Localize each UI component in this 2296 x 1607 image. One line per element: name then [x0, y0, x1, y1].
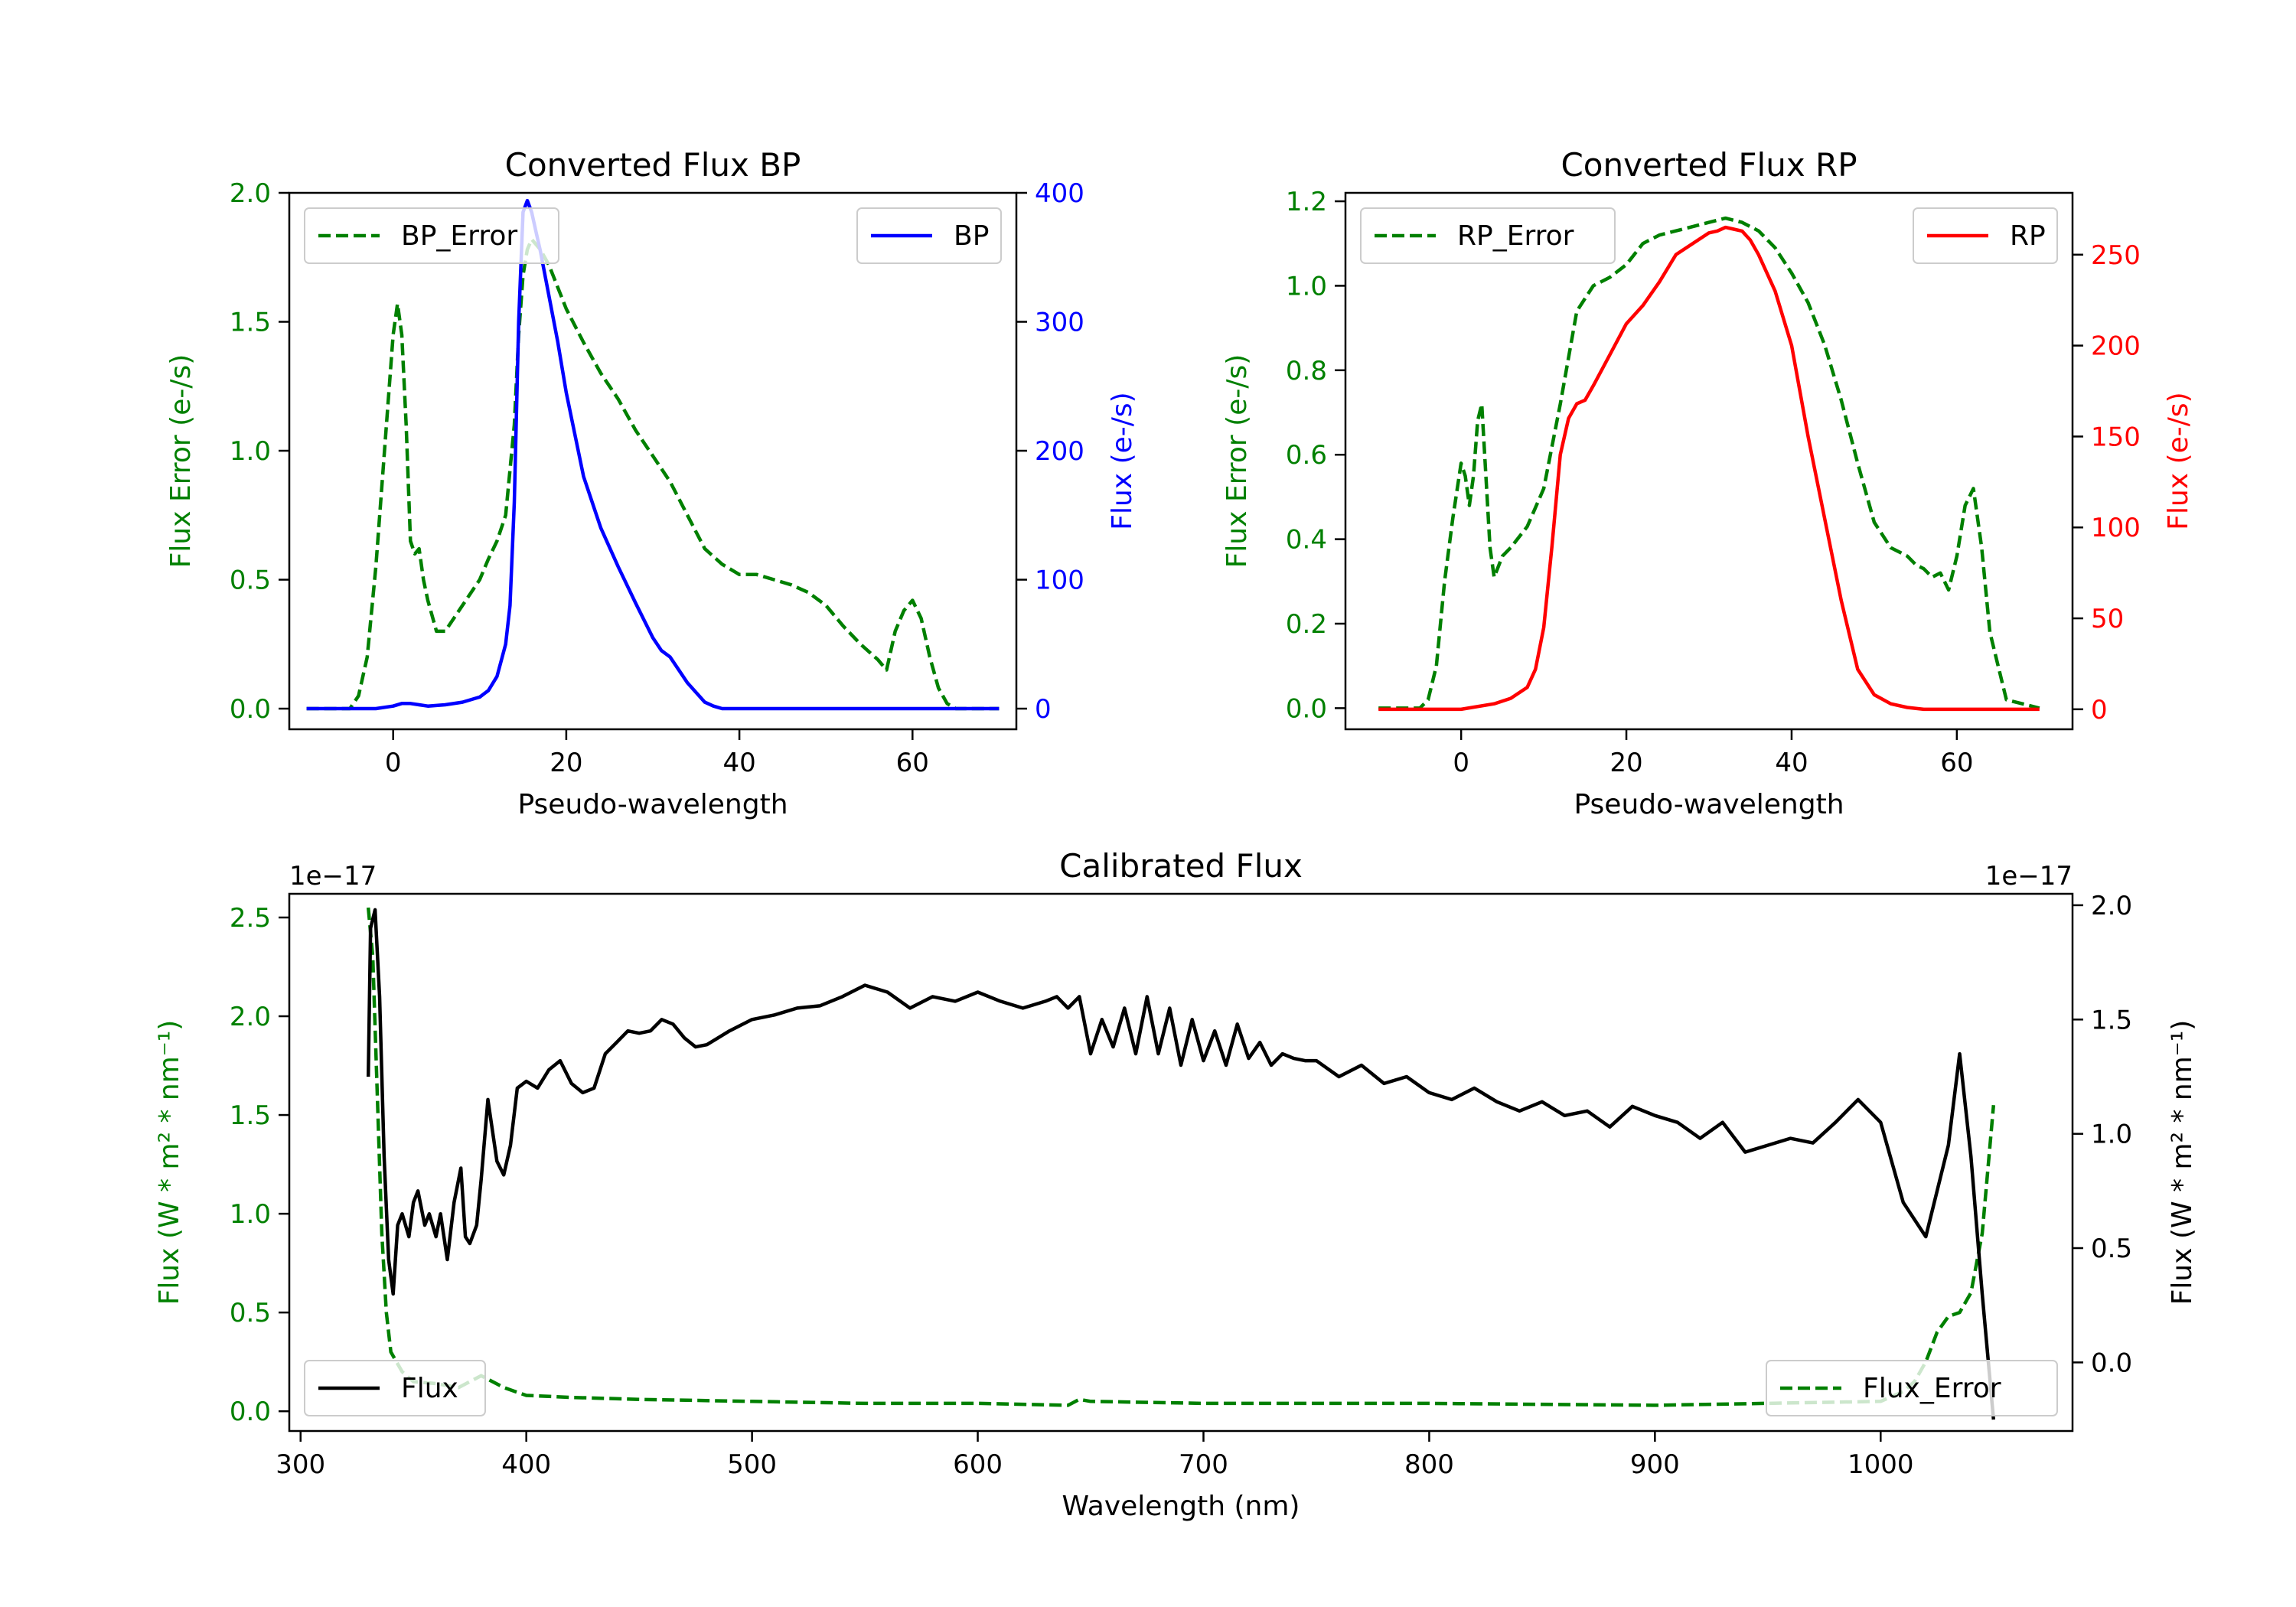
y-left-axis-label: Flux (W * m² * nm⁻¹) — [154, 1020, 185, 1305]
y-left-tick-label: 2.0 — [230, 1002, 271, 1032]
y-right-tick-label: 1.0 — [2091, 1120, 2132, 1150]
y-right-axis-label: Flux (W * m² * nm⁻¹) — [2167, 1020, 2198, 1305]
x-tick-label: 800 — [1404, 1449, 1454, 1480]
y-right-tick-label: 200 — [1035, 436, 1084, 467]
y-left-tick-label: 0.4 — [1286, 525, 1327, 556]
legend-right: BP — [856, 207, 1002, 264]
y-left-offset-label: 1e−17 — [289, 861, 377, 892]
y-right-tick-label: 0 — [1035, 694, 1052, 725]
panel-cal: 300 400 500 600 700 800 900 1000 0.0 0.5 1.0 1.5 2.0… — [154, 847, 2198, 1522]
y-right-tick-label: 300 — [1035, 308, 1084, 338]
series-bp-error-line — [306, 237, 1000, 711]
x-axis-label: Pseudo-wavelength — [517, 789, 788, 820]
y-left-axis-label: Flux Error (e-/s) — [1221, 354, 1253, 569]
y-right-tick-label: 100 — [2091, 513, 2141, 543]
y-right-tick-label: 150 — [2091, 422, 2141, 452]
y-right-tick-label: 2.0 — [2091, 891, 2132, 921]
y-right-tick-label: 1.5 — [2091, 1005, 2132, 1035]
legend-left: BP_Error — [304, 207, 559, 264]
x-tick-label: 20 — [550, 748, 582, 778]
x-tick-label: 20 — [1609, 748, 1642, 778]
y-left-tick-label: 1.5 — [230, 1100, 271, 1131]
series-rp-line — [1378, 225, 2040, 712]
axes-frame — [288, 191, 1018, 731]
y-left-tick-label: 0.5 — [230, 566, 271, 596]
legend-label: Flux — [401, 1373, 458, 1404]
y-left-tick-label: 0.5 — [230, 1298, 271, 1328]
series-flux-line — [366, 908, 1996, 1420]
x-axis-label: Pseudo-wavelength — [1574, 789, 1844, 820]
y-right-offset-label: 1e−17 — [1985, 861, 2073, 892]
y-right-tick-label: 250 — [2091, 240, 2141, 271]
legend-label: BP_Error — [401, 220, 517, 252]
y-left-tick-label: 2.5 — [230, 903, 271, 934]
y-right-tick-label: 0.0 — [2091, 1348, 2132, 1378]
chart-title: Converted Flux RP — [1561, 146, 1857, 184]
legend-label: Flux_Error — [1863, 1373, 2001, 1404]
y-left-tick-label: 1.0 — [230, 436, 271, 467]
x-tick-label: 500 — [727, 1449, 777, 1480]
y-left-axis-label: Flux Error (e-/s) — [165, 354, 197, 569]
y-left-tick-label: 0.0 — [230, 1397, 271, 1427]
x-tick-label: 900 — [1630, 1449, 1680, 1480]
chart-title: Calibrated Flux — [1059, 847, 1303, 885]
series-bp-line — [306, 198, 1000, 711]
y-left-tick-label: 0.0 — [1286, 693, 1327, 724]
y-right-tick-label: 200 — [2091, 331, 2141, 362]
x-tick-label: 400 — [501, 1449, 551, 1480]
legend-label: RP — [2010, 220, 2046, 252]
x-tick-label: 0 — [1453, 748, 1469, 778]
y-left-tick-label: 1.2 — [1286, 187, 1327, 217]
axes-frame — [1344, 191, 2074, 731]
x-tick-label: 40 — [722, 748, 755, 778]
y-left-tick-label: 0.6 — [1286, 440, 1327, 471]
y-right-axis-label: Flux (e-/s) — [2163, 392, 2194, 530]
y-right-tick-label: 0.5 — [2091, 1234, 2132, 1264]
x-tick-label: 1000 — [1848, 1449, 1914, 1480]
x-tick-label: 700 — [1179, 1449, 1228, 1480]
y-left-tick-label: 1.5 — [230, 308, 271, 338]
y-left-tick-label: 1.0 — [1286, 271, 1327, 302]
legend-right: Flux_Error — [1766, 1360, 2058, 1416]
axes-frame — [288, 892, 2074, 1433]
x-axis-label: Wavelength (nm) — [1062, 1491, 1300, 1522]
y-left-tick-label: 2.0 — [230, 178, 271, 209]
legend-label: RP_Error — [1457, 220, 1574, 252]
x-tick-label: 300 — [276, 1449, 325, 1480]
x-tick-label: 0 — [385, 748, 402, 778]
legend-box — [1766, 1360, 2058, 1416]
y-right-tick-label: 400 — [1035, 178, 1084, 209]
y-right-tick-label: 0 — [2091, 695, 2108, 725]
panel-bp: 0 20 40 60 0.0 0.5 1.0 1.5 2.0 0 100 200 300 400 Conve… — [165, 146, 1138, 820]
legend-box — [304, 207, 559, 264]
legend-right: RP — [1913, 207, 2058, 264]
panel-rp: 0 20 40 60 0.0 0.2 0.4 0.6 0.8 1.0 1.2 0 50 100 150 200… — [1221, 146, 2194, 820]
y-right-tick-label: 100 — [1035, 566, 1084, 596]
y-right-tick-label: 50 — [2091, 604, 2124, 634]
legend-left: Flux — [304, 1360, 486, 1416]
chart-title: Converted Flux BP — [505, 146, 801, 184]
series-rp-error-line — [1378, 216, 2040, 710]
y-left-tick-label: 0.8 — [1286, 356, 1327, 386]
x-tick-label: 600 — [953, 1449, 1003, 1480]
y-right-axis-label: Flux (e-/s) — [1107, 392, 1138, 530]
x-tick-label: 60 — [1940, 748, 1973, 778]
x-tick-label: 60 — [896, 748, 929, 778]
y-left-tick-label: 1.0 — [230, 1199, 271, 1230]
legend-box — [1360, 207, 1616, 264]
y-left-tick-label: 0.2 — [1286, 609, 1327, 640]
y-left-tick-label: 0.0 — [230, 694, 271, 725]
legend-left: RP_Error — [1360, 207, 1616, 264]
legend-label: BP — [954, 220, 989, 252]
legend-box — [304, 1360, 486, 1416]
x-tick-label: 40 — [1775, 748, 1808, 778]
